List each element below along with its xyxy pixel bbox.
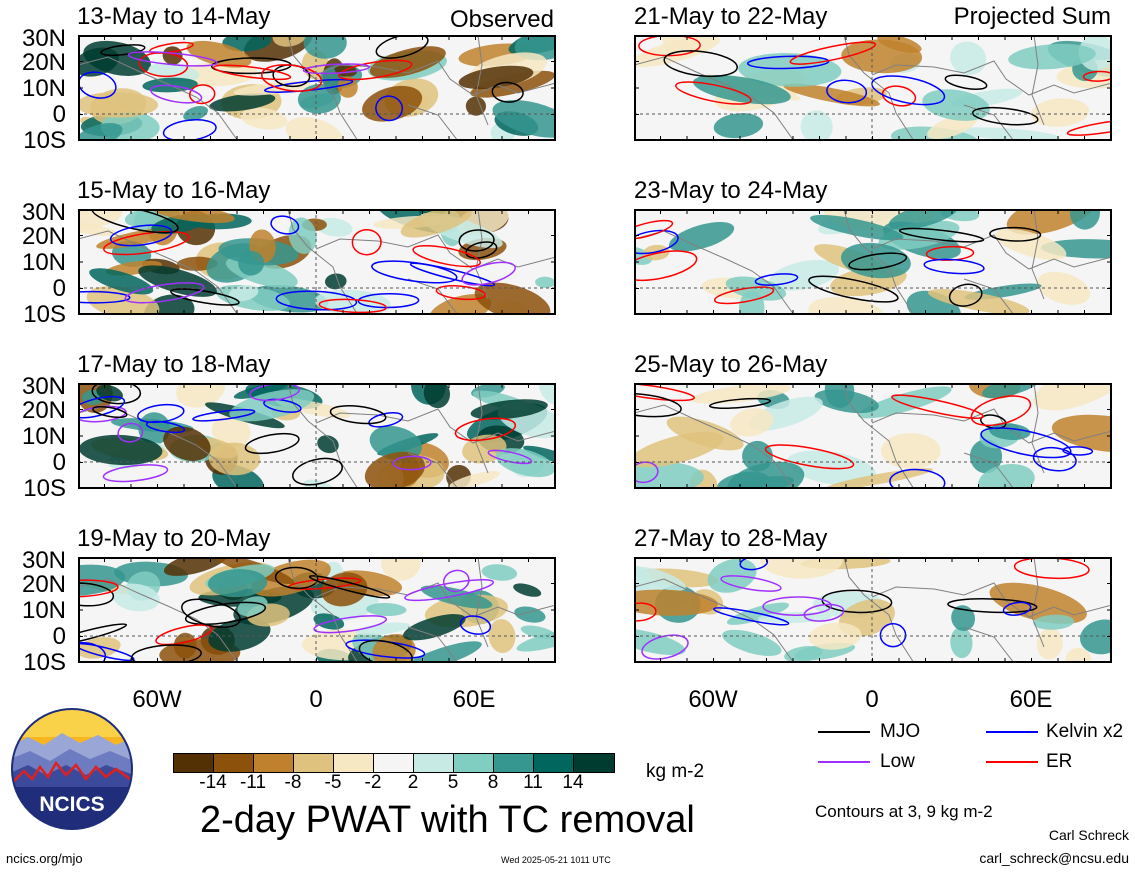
colorbar-tick-label: -14	[199, 772, 227, 793]
colorbar-swatch	[414, 754, 454, 772]
colorbar-swatch	[574, 754, 614, 772]
colorbar-tick-label: 11	[523, 772, 543, 793]
lat-label: 0	[52, 275, 66, 302]
lat-label: 10S	[23, 475, 66, 502]
colorbar-tick-label: 2	[407, 772, 419, 793]
colorbar-swatch	[294, 754, 334, 772]
footer-timestamp: Wed 2025-05-21 1011 UTC	[501, 855, 611, 865]
legend-label-low: Low	[880, 751, 915, 772]
footer-url: ncics.org/mjo	[6, 851, 83, 866]
main-title: 2-day PWAT with TC removal	[200, 799, 695, 841]
legend-label-mjo: MJO	[880, 721, 921, 742]
panel-5-tag: Projected Sum	[953, 3, 1111, 30]
legend-line-kelvin	[986, 731, 1038, 733]
colorbar-swatch	[374, 754, 414, 772]
footer-author: Carl Schreck	[1048, 827, 1129, 843]
lat-label: 20N	[21, 397, 66, 424]
colorbar	[173, 753, 615, 773]
colorbar-tick-label: 5	[447, 772, 459, 793]
map-panel-7	[634, 383, 1112, 489]
lat-label: 10S	[23, 127, 66, 154]
colorbar-tick-label: 14	[562, 772, 584, 793]
lat-label: 10N	[21, 597, 66, 624]
footer-email: carl_schreck@ncsu.edu	[979, 850, 1129, 866]
lat-label: 30N	[21, 373, 66, 400]
map-panel-1	[78, 35, 556, 141]
colorbar-tick-label: -8	[284, 772, 302, 793]
lon-label: 60W	[132, 686, 182, 713]
map-panel-4	[78, 557, 556, 663]
lon-label: 60E	[1009, 686, 1053, 713]
panel-6-title: 23-May to 24-May	[634, 177, 828, 204]
colorbar-swatch	[334, 754, 374, 772]
lat-label: 10S	[23, 649, 66, 676]
map-panel-2	[78, 209, 556, 315]
colorbar-swatch	[214, 754, 254, 772]
legend-line-low	[818, 761, 870, 763]
legend-label-kelvin: Kelvin x2	[1046, 721, 1124, 742]
lat-label: 10S	[23, 301, 66, 328]
ncics-logo-icon: NCICS	[11, 708, 133, 830]
lat-label: 10N	[21, 75, 66, 102]
lon-label: 60W	[688, 686, 738, 713]
lat-label: 30N	[21, 25, 66, 52]
colorbar-tick-label: -11	[239, 772, 267, 793]
panel-1-title: 13-May to 14-May	[77, 3, 271, 30]
lat-label: 20N	[21, 223, 66, 250]
map-panel-8	[634, 557, 1112, 663]
legend-line-mjo	[818, 731, 870, 733]
panel-3-title: 17-May to 18-May	[77, 351, 271, 378]
colorbar-unit: kg m-2	[646, 761, 705, 782]
panel-2-title: 15-May to 16-May	[77, 177, 271, 204]
colorbar-swatch	[174, 754, 214, 772]
panel-7-title: 25-May to 26-May	[634, 351, 828, 378]
lon-label: 60E	[452, 686, 496, 713]
panel-1-tag: Observed	[449, 6, 554, 33]
colorbar-tick-label: -5	[324, 772, 342, 793]
logo-text: NCICS	[39, 793, 104, 816]
lat-label: 0	[52, 449, 66, 476]
colorbar-swatch	[534, 754, 574, 772]
map-panel-5	[634, 35, 1112, 141]
lat-label: 10N	[21, 423, 66, 450]
colorbar-swatch	[254, 754, 294, 772]
panel-5-title: 21-May to 22-May	[634, 3, 828, 30]
panel-8-title: 27-May to 28-May	[634, 525, 828, 552]
colorbar-swatch	[454, 754, 494, 772]
lon-label: 0	[865, 686, 879, 713]
lat-label: 20N	[21, 49, 66, 76]
panel-4-title: 19-May to 20-May	[77, 525, 271, 552]
lon-label: 0	[309, 686, 323, 713]
lat-label: 30N	[21, 199, 66, 226]
colorbar-tick-label: 8	[487, 772, 499, 793]
colorbar-tick-label: -2	[364, 772, 382, 793]
lat-label: 0	[52, 623, 66, 650]
lat-label: 30N	[21, 547, 66, 574]
legend-label-er: ER	[1046, 751, 1073, 772]
colorbar-swatch	[494, 754, 534, 772]
legend-line-er	[986, 761, 1038, 763]
lat-label: 0	[52, 101, 66, 128]
lat-label: 10N	[21, 249, 66, 276]
map-panel-6	[634, 209, 1112, 315]
map-panel-3	[78, 383, 556, 489]
contour-note: Contours at 3, 9 kg m-2	[815, 802, 993, 821]
lat-label: 20N	[21, 571, 66, 598]
